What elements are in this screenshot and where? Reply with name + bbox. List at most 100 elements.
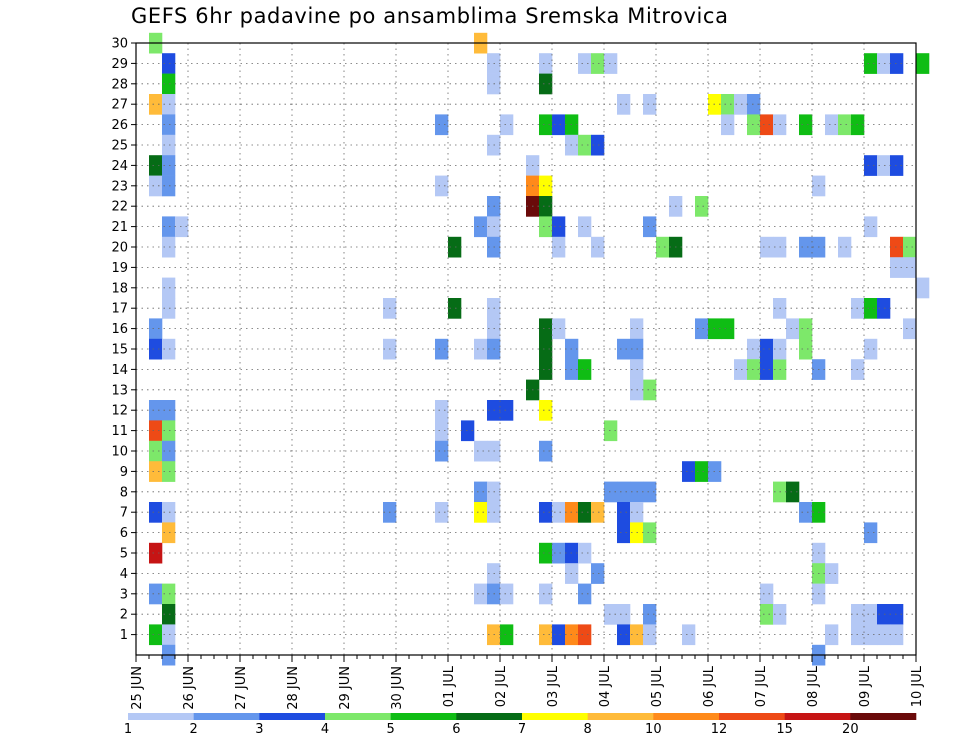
data-cell <box>799 338 813 360</box>
data-cell <box>552 624 566 646</box>
y-tick-label: 14 <box>111 363 128 378</box>
data-cell <box>747 114 761 136</box>
colorbar-segment <box>653 713 720 720</box>
y-tick-label: 15 <box>111 343 128 358</box>
data-cell <box>916 277 930 299</box>
data-cell <box>890 236 904 258</box>
data-cell <box>591 236 605 258</box>
colorbar-segment <box>193 713 260 720</box>
x-tick-label: 06 JUL <box>702 665 717 707</box>
data-cell <box>760 583 774 605</box>
data-cell <box>162 155 176 176</box>
data-cell <box>552 318 566 340</box>
data-cell <box>877 53 891 74</box>
data-cell <box>799 502 813 523</box>
data-cell <box>539 318 553 340</box>
data-cell <box>864 216 878 238</box>
data-cell <box>539 53 553 74</box>
data-cell <box>734 94 748 115</box>
x-tick-label: 08 JUL <box>806 665 821 707</box>
x-tick-label: 01 JUL <box>442 665 457 707</box>
data-cell <box>799 114 813 136</box>
colorbar-label: 15 <box>776 722 793 737</box>
data-cell <box>435 175 449 197</box>
y-tick-label: 22 <box>111 200 128 215</box>
data-cell <box>162 216 176 238</box>
colorbar-segment <box>128 713 194 720</box>
colorbar-segment <box>719 713 785 720</box>
data-cell <box>643 604 657 625</box>
y-tick-label: 21 <box>111 220 128 235</box>
data-cell <box>604 420 618 442</box>
data-cell <box>474 481 488 503</box>
y-tick-label: 7 <box>120 506 128 521</box>
data-cell <box>578 216 592 238</box>
x-tick-label: 09 JUL <box>858 665 873 707</box>
y-tick-label: 16 <box>111 322 128 337</box>
data-cell <box>643 481 657 503</box>
data-cell <box>747 359 761 380</box>
data-cell <box>162 604 176 625</box>
data-cell <box>760 338 774 360</box>
y-tick-label: 28 <box>111 77 128 92</box>
data-cell <box>825 563 839 584</box>
data-cell <box>903 318 917 340</box>
data-cell <box>162 73 176 95</box>
data-cell <box>162 298 176 319</box>
colorbar-segment <box>325 713 391 720</box>
data-cell <box>825 114 839 136</box>
data-cell <box>578 502 592 523</box>
data-cell <box>578 359 592 380</box>
data-cell <box>474 502 488 523</box>
colorbar-segment <box>784 713 851 720</box>
data-cell <box>695 461 709 482</box>
data-cell <box>149 502 163 523</box>
data-cell <box>435 440 449 462</box>
y-tick-label: 24 <box>111 159 128 174</box>
y-tick-label: 5 <box>120 547 128 562</box>
data-cell <box>539 624 553 646</box>
colorbar-segment <box>587 713 654 720</box>
y-tick-label: 3 <box>120 587 128 602</box>
x-tick-label: 04 JUL <box>598 665 613 707</box>
colorbar-label: 10 <box>645 722 662 737</box>
data-cell <box>539 359 553 380</box>
data-cell <box>474 583 488 605</box>
x-tick-label: 29 JUN <box>338 666 353 710</box>
data-cell <box>695 318 709 340</box>
data-cell <box>903 257 917 278</box>
data-cell <box>552 542 566 564</box>
data-cell <box>890 53 904 74</box>
y-tick-label: 30 <box>111 37 128 52</box>
data-cell <box>643 624 657 646</box>
x-tick-label: 25 JUN <box>130 666 145 710</box>
y-tick-label: 1 <box>120 628 128 643</box>
y-tick-label: 29 <box>111 57 128 72</box>
data-cell <box>500 583 514 605</box>
data-cell <box>149 94 163 115</box>
data-cell <box>864 298 878 319</box>
y-tick-label: 20 <box>111 241 128 256</box>
data-cell <box>838 236 852 258</box>
chart-title: GEFS 6hr padavine po ansamblima Sremska … <box>131 4 729 28</box>
y-tick-label: 4 <box>120 567 128 582</box>
data-cell <box>448 236 462 258</box>
data-cell <box>461 420 475 442</box>
data-cell <box>149 318 163 340</box>
data-cell <box>149 624 163 646</box>
data-cell <box>617 522 631 544</box>
data-cell <box>539 338 553 360</box>
data-cell <box>149 461 163 482</box>
data-cell <box>591 53 605 74</box>
colorbar-label: 1 <box>124 722 132 737</box>
data-cell <box>877 155 891 176</box>
data-cell <box>578 542 592 564</box>
x-tick-label: 26 JUN <box>182 666 197 710</box>
data-cell <box>149 583 163 605</box>
data-cell <box>786 481 800 503</box>
data-cell <box>162 420 176 442</box>
data-cell <box>890 257 904 278</box>
y-tick-label: 2 <box>120 608 128 623</box>
data-cell <box>539 440 553 462</box>
colorbar-label: 20 <box>842 722 859 737</box>
